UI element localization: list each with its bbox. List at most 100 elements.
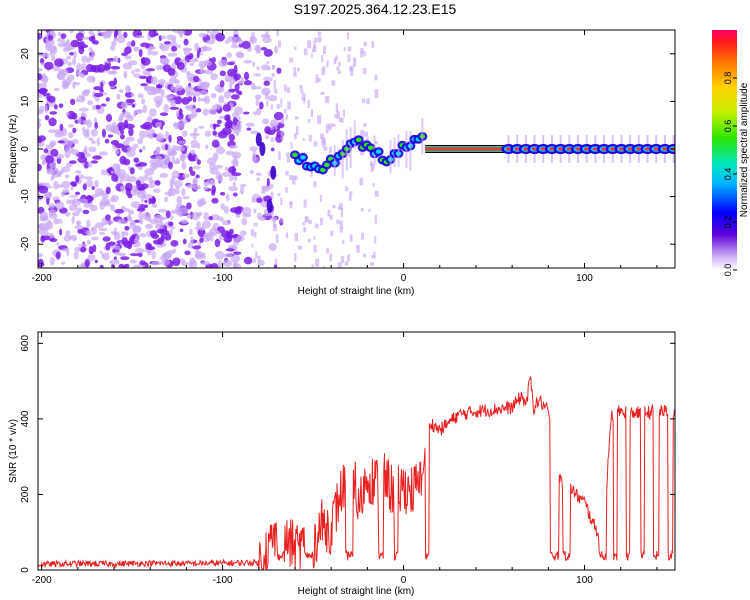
- spectrogram-noise-blob: [199, 90, 209, 95]
- spectrogram-noise-blob: [110, 170, 114, 174]
- spectrogram-noise-blob: [82, 90, 88, 96]
- spectrogram-noise-streak: [264, 91, 269, 100]
- spectrogram-noise-blob: [214, 238, 221, 248]
- spectrogram-noise-blob: [148, 197, 152, 205]
- spectrogram-noise-streak: [257, 255, 261, 261]
- spectrogram-noise-blob: [147, 183, 156, 189]
- spectrogram-y-tick-label: 0: [20, 146, 31, 152]
- spectrogram-noise-blob: [116, 36, 126, 44]
- spectrogram-noise-streak: [299, 85, 303, 90]
- spectrogram-noise-streak: [359, 177, 363, 186]
- spectrogram-noise-blob: [202, 46, 213, 52]
- spectrogram-noise-streak: [370, 163, 374, 173]
- spectrogram-noise-blob: [215, 32, 225, 42]
- spectrogram-noise-blob: [135, 163, 142, 167]
- spectrogram-noise-blob: [211, 139, 220, 148]
- spectrogram-noise-blob: [170, 45, 178, 52]
- spectrogram-noise-blob: [215, 164, 223, 169]
- spectrogram-noise-blob: [38, 82, 48, 89]
- spectrogram-noise-blob: [211, 56, 216, 63]
- spectrogram-noise-streak: [274, 258, 278, 265]
- spectrogram-noise-blob: [90, 128, 98, 137]
- spectrogram-noise-blob: [234, 83, 240, 92]
- colorbar-gradient: [712, 30, 737, 270]
- spectrogram-noise-blob: [245, 122, 255, 127]
- spectrogram-noise-blob: [190, 139, 199, 146]
- spectrogram-noise-streak: [348, 148, 351, 158]
- spectrogram-noise-blob: [187, 96, 193, 102]
- spectrogram-noise-blob: [243, 256, 253, 265]
- spectrogram-noise-streak: [271, 64, 275, 70]
- spectrogram-noise-streak: [360, 48, 364, 53]
- spectrogram-noise-blob: [273, 111, 284, 121]
- spectrogram-noise-blob: [44, 193, 52, 198]
- spectrogram-noise-streak: [293, 133, 297, 140]
- spectrogram-noise-blob: [241, 217, 248, 226]
- spectrogram-noise-blob: [189, 62, 195, 67]
- spectrogram-noise-streak: [317, 115, 322, 124]
- spectrogram-noise-streak: [323, 146, 328, 151]
- spectrogram-noise-blob: [243, 59, 253, 64]
- spectrogram-noise-streak: [325, 124, 329, 133]
- spectrogram-noise-blob: [253, 73, 262, 77]
- spectrogram-noise-streak: [335, 55, 338, 61]
- spectrogram-noise-blob: [38, 252, 44, 258]
- spectrogram-noise-blob: [241, 40, 251, 50]
- spectrogram-noise-streak: [340, 117, 344, 123]
- spectrogram-noise-blob: [72, 81, 76, 89]
- spectrogram-noise-streak: [336, 111, 340, 119]
- spectrogram-noise-blob: [132, 143, 139, 149]
- spectrogram-signal-spread: [333, 145, 336, 177]
- spectrogram-noise-blob: [43, 148, 49, 154]
- spectrogram-noise-streak: [343, 47, 346, 52]
- spectrogram-noise-blob: [233, 175, 238, 182]
- spectrogram-noise-blob: [84, 259, 90, 268]
- spectrogram-noise-streak: [270, 191, 274, 198]
- spectrogram-noise-blob: [234, 206, 242, 216]
- spectrogram-noise-streak: [347, 54, 351, 63]
- spectrogram-noise-streak: [364, 131, 368, 137]
- spectrogram-noise-blob: [113, 30, 118, 40]
- spectrogram-noise-blob: [125, 182, 133, 192]
- spectrogram-noise-blob: [230, 44, 240, 49]
- spectrogram-noise-streak: [340, 255, 344, 264]
- spectrogram-noise-blob: [110, 231, 118, 235]
- spectrogram-noise-blob: [69, 30, 74, 34]
- spectrogram-noise-blob: [195, 174, 200, 179]
- spectrogram-noise-blob: [115, 149, 120, 155]
- spectrogram-noise-blob: [225, 114, 231, 123]
- spectrogram-noise-blob: [157, 100, 162, 106]
- spectrogram-noise-blob: [123, 31, 128, 39]
- spectrogram-noise-blob: [71, 112, 78, 120]
- spectrogram-noise-blob: [94, 104, 101, 110]
- spectrogram-noise-blob: [243, 111, 250, 115]
- spectrogram-noise-blob: [267, 94, 278, 102]
- spectrogram-noise-blob: [55, 251, 61, 260]
- spectrogram-noise-streak: [311, 264, 314, 268]
- spectrogram-noise-blob: [85, 64, 94, 73]
- spectrogram-noise-blob: [126, 149, 136, 157]
- spectrogram-signal-spread: [409, 130, 412, 171]
- spectrogram-noise-blob: [139, 149, 143, 153]
- spectrogram-noise-blob: [131, 69, 135, 75]
- spectrogram-noise-blob: [135, 247, 145, 254]
- spectrogram-noise-blob: [98, 227, 108, 232]
- spectrogram-noise-streak: [362, 68, 367, 75]
- spectrogram-noise-blob: [51, 54, 56, 62]
- spectrogram-noise-blob: [212, 104, 222, 110]
- spectrogram-noise-streak: [368, 208, 371, 212]
- spectrogram-noise-blob: [166, 34, 177, 41]
- spectrogram-noise-blob: [107, 134, 114, 138]
- colorbar-tick-label: 0.0: [723, 264, 733, 277]
- spectrogram-noise-streak: [310, 167, 313, 177]
- spectrogram-noise-blob: [222, 253, 233, 258]
- spectrogram-noise-streak: [273, 224, 277, 232]
- spectrogram-pulse-core: [609, 147, 616, 151]
- spectrogram-noise-streak: [305, 216, 309, 223]
- spectrogram-noise-blob: [118, 115, 124, 123]
- spectrogram-noise-blob: [65, 230, 71, 236]
- spectrogram-noise-streak: [372, 183, 375, 187]
- spectrogram-noise-blob: [71, 182, 78, 187]
- spectrogram-noise-blob: [91, 104, 97, 111]
- spectrogram-noise-blob: [91, 35, 96, 44]
